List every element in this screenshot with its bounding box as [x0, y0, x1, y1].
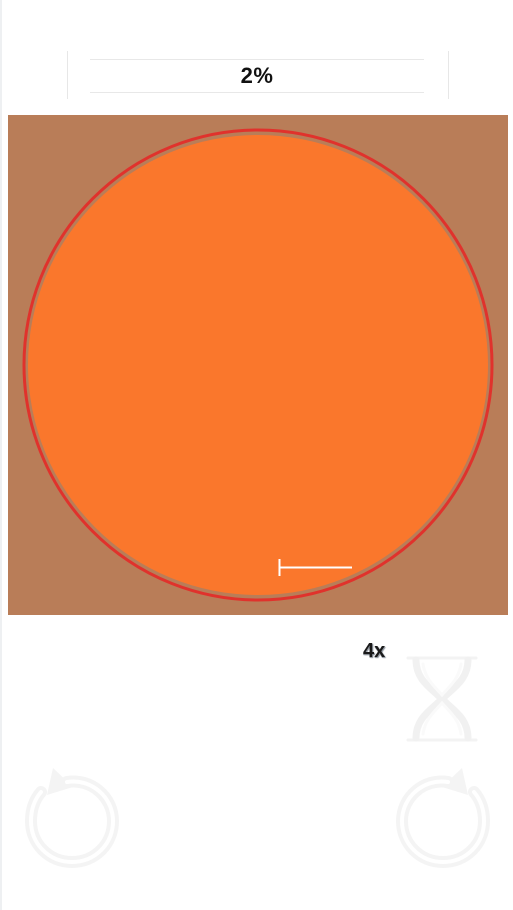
speed-label: 4x — [363, 640, 386, 662]
undo-button[interactable] — [24, 764, 120, 869]
radius-marker — [278, 559, 352, 576]
redo-button[interactable] — [395, 764, 491, 869]
progress-panel: 2% — [67, 51, 449, 99]
hourglass-button[interactable] — [396, 650, 488, 748]
redo-icon — [395, 768, 491, 869]
undo-icon — [24, 768, 120, 869]
progress-label: 2% — [240, 63, 274, 88]
drawing-canvas[interactable] — [8, 115, 508, 615]
hourglass-icon — [406, 656, 478, 742]
left-edge-divider — [0, 0, 2, 910]
progress-box: 2% — [90, 59, 424, 93]
drawn-guide-ring — [22, 128, 494, 602]
target-circle — [28, 135, 488, 595]
